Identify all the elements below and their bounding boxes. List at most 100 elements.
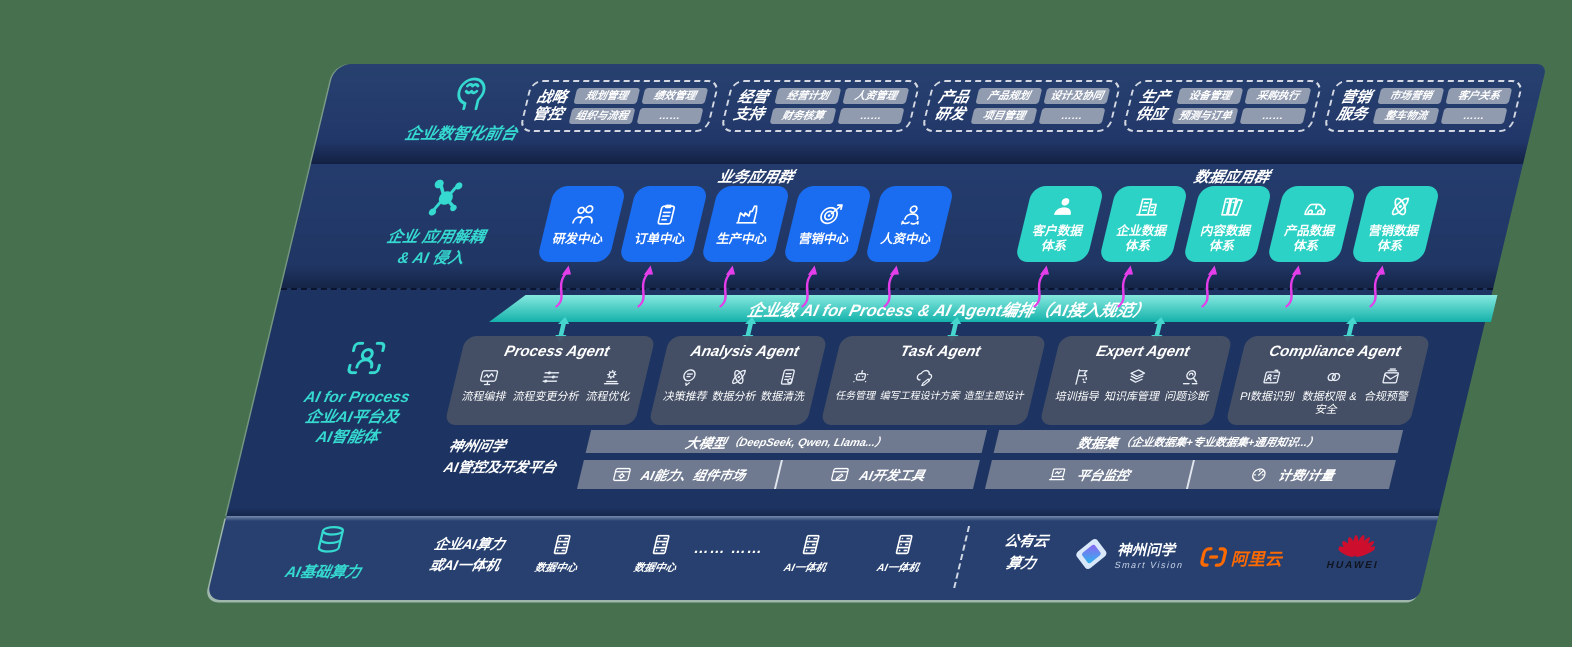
group-production: 生产 供应 设备管理 采购执行 预测与订单 …… xyxy=(1121,80,1324,132)
gear-machine-icon xyxy=(600,367,625,387)
module-tag: 组织与流程 xyxy=(568,108,636,124)
box-marketing-data: 营销数据 体系 xyxy=(1350,186,1441,262)
sliders-icon xyxy=(538,367,563,387)
module-tag: 采购执行 xyxy=(1244,88,1312,104)
laptop-chart-icon xyxy=(1046,465,1070,484)
module-tag: …… xyxy=(636,108,704,124)
box-hr-center: 人资中心 xyxy=(864,186,955,262)
ai-box-node: AI一体机 xyxy=(775,532,841,575)
module-tag: 设计及协同 xyxy=(1043,88,1111,104)
ai-for-process-rail: AI for Process 企业AI平台及 AI智能体 xyxy=(265,336,452,448)
checklist-clock-icon xyxy=(986,367,1011,387)
compute-band: AI基础算力 企业AI算力 或AI一体机 数据中心 数据中心 …… …… AI一… xyxy=(206,516,1439,600)
module-tag: 整车物流 xyxy=(1372,108,1440,124)
flow-arrow xyxy=(1116,265,1134,308)
app-decouple-label: 企业 应用解耦 & AI 侵入 xyxy=(385,229,487,267)
platform-rail-label: 神州问学 AI管控及开发平台 xyxy=(442,438,559,475)
books-icon xyxy=(1216,194,1247,219)
smart-vision-logo: 神州问学 Smart Vision xyxy=(1069,536,1191,572)
group-name: 战略 管控 xyxy=(530,88,570,123)
front-office-band: 企业数智化前台 战略 管控 规划管理 绩效管理 组织与流程 …… 经营 支持 xyxy=(310,64,1547,164)
molecule-icon xyxy=(416,174,476,222)
billing-metering-cell: 计费/计量 xyxy=(1185,460,1396,489)
module-tag: 财务核算 xyxy=(769,108,837,124)
monitor-wave-icon xyxy=(476,367,501,387)
server-icon xyxy=(888,532,919,557)
hr-people-icon xyxy=(896,202,927,227)
magnifier-icon xyxy=(1179,367,1204,387)
datacenter-node: 数据中心 xyxy=(526,532,592,575)
id-card-icon xyxy=(1260,367,1285,387)
people-icon xyxy=(568,202,599,227)
agent-process: Process Agent 流程编排 流程变更分析 流程优化 xyxy=(444,336,656,426)
ai-capability-market-cell: AI能力、组件市场 xyxy=(576,460,781,489)
platform-monitor-cell: 平台监控 xyxy=(984,460,1193,489)
document-gear-icon xyxy=(775,367,800,387)
huawei-flower-icon xyxy=(1335,528,1380,558)
server-icon xyxy=(546,532,577,557)
front-office-groups: 战略 管控 规划管理 绩效管理 组织与流程 …… 经营 支持 经营计划 人资管理 xyxy=(518,80,1525,132)
box-order-center: 订单中心 xyxy=(618,186,709,262)
gauge-icon xyxy=(1247,465,1271,484)
window-tools-icon xyxy=(829,465,853,484)
flow-arrow xyxy=(636,265,654,308)
application-band: 企业 应用解耦 & AI 侵入 业务应用群 数据应用群 研发中心 订单中心 xyxy=(281,164,1523,308)
compute-rail-label: AI基础算力 xyxy=(283,564,363,581)
flow-arrow xyxy=(1284,265,1302,308)
app-decouple-rail: 企业 应用解耦 & AI 侵入 xyxy=(341,174,539,270)
model-platform-section: 大模型 （DeepSeek, Qwen, Llama...） AI能力、组件市场… xyxy=(576,430,988,489)
group-operation: 经营 支持 经营计划 人资管理 财务核算 …… xyxy=(719,80,922,132)
compute-rail: AI基础算力 xyxy=(266,523,390,582)
cloud-pen-icon xyxy=(912,367,937,387)
person-icon xyxy=(1048,194,1079,219)
box-enterprise-data: 企业数据 体系 xyxy=(1098,186,1189,262)
architecture-diagram: 企业数智化前台 战略 管控 规划管理 绩效管理 组织与流程 …… 经营 支持 xyxy=(206,64,1547,600)
front-office-rail-label: 企业数智化前台 xyxy=(403,126,520,143)
smart-vision-diamond-icon xyxy=(1076,539,1107,569)
robot-icon xyxy=(848,367,873,387)
alicloud-bracket-icon xyxy=(1195,542,1232,572)
car-icon xyxy=(1300,194,1331,219)
agent-compliance: Compliance Agent PI数据识别 数据权限 & 安全 合规预警 xyxy=(1225,336,1431,426)
agent-analysis: Analysis Agent 决策推荐 数据分析 数据清洗 xyxy=(648,336,828,426)
atom-icon xyxy=(726,367,751,387)
module-tag: 项目管理 xyxy=(970,108,1038,124)
group-name: 产品 研发 xyxy=(932,88,972,123)
agent-task: Task Agent 任务管理 编写工程设计方案 造型主题设计 xyxy=(820,336,1047,426)
scan-person-icon xyxy=(339,336,394,380)
box-content-data: 内容数据 体系 xyxy=(1182,186,1273,262)
server-icon xyxy=(795,532,826,557)
target-icon xyxy=(814,202,845,227)
module-tag: 经营计划 xyxy=(774,88,842,104)
divider xyxy=(953,526,971,588)
flow-arrow xyxy=(882,265,900,308)
database-icon xyxy=(310,523,352,557)
module-tag: 客户关系 xyxy=(1445,88,1513,104)
data-platform-section: 数据集 （企业数据集+专业数据集+通用知识...） 平台监控 计费/计量 xyxy=(984,430,1404,489)
module-tag: 人资管理 xyxy=(842,88,910,104)
public-cloud-label: 公有云 算力 xyxy=(1002,534,1050,572)
chat-head-icon xyxy=(678,367,703,387)
data-boxes: 客户数据 体系 企业数据 体系 xyxy=(1014,186,1441,308)
window-gear-icon xyxy=(610,465,634,484)
mail-alert-icon xyxy=(1379,367,1404,387)
ai-dev-tools-cell: AI开发工具 xyxy=(773,460,980,489)
layers-icon xyxy=(1124,367,1149,387)
huawei-logo: HUAWEI xyxy=(1315,528,1397,571)
module-tag: 市场营销 xyxy=(1377,88,1445,104)
box-product-data: 产品数据 体系 xyxy=(1266,186,1357,262)
module-tag: 预测与订单 xyxy=(1171,108,1239,124)
group-name: 经营 支持 xyxy=(731,88,771,123)
business-boxes: 研发中心 订单中心 生产中心 xyxy=(536,186,955,308)
agent-expert: Expert Agent 培训指导 知识库管理 问题诊断 xyxy=(1039,336,1233,426)
brain-head-icon xyxy=(445,72,497,114)
group-name: 营销 服务 xyxy=(1334,88,1374,123)
training-flag-icon xyxy=(1070,367,1095,387)
ai-box-node: AI一体机 xyxy=(868,532,934,575)
module-tag: …… xyxy=(1239,108,1307,124)
dataset-bar: 数据集 （企业数据集+专业数据集+通用知识...） xyxy=(993,430,1404,453)
group-product: 产品 研发 产品规划 设计及协同 项目管理 …… xyxy=(920,80,1123,132)
building-icon xyxy=(1132,194,1163,219)
business-group-title: 业务应用群 xyxy=(716,169,796,186)
clipboard-icon xyxy=(650,202,681,227)
